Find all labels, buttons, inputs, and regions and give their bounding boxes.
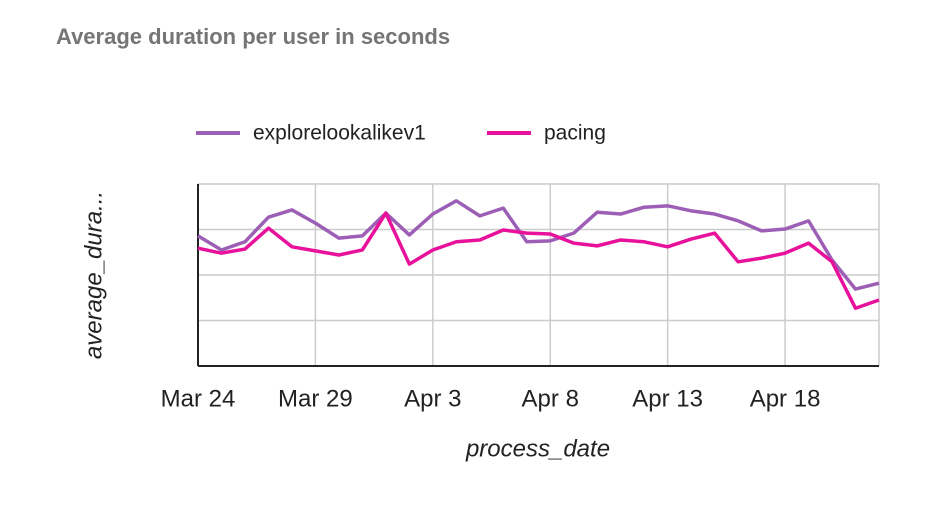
legend-label: pacing: [544, 122, 606, 145]
series-line: [197, 211, 880, 310]
y-axis-label: average_dura...: [80, 191, 107, 359]
x-axis-label: process_date: [465, 435, 610, 462]
chart-title: Average duration per user in seconds: [56, 24, 450, 49]
legend-label: explorelookalikev1: [253, 122, 426, 145]
x-tick-label: Mar 24: [161, 385, 236, 412]
x-tick-label: Apr 18: [750, 385, 821, 412]
series-line: [197, 199, 880, 291]
x-tick-label: Apr 3: [404, 385, 461, 412]
x-tick-label: Mar 29: [278, 385, 353, 412]
x-tick-label: Apr 13: [632, 385, 703, 412]
x-tick-label: Apr 8: [522, 385, 579, 412]
